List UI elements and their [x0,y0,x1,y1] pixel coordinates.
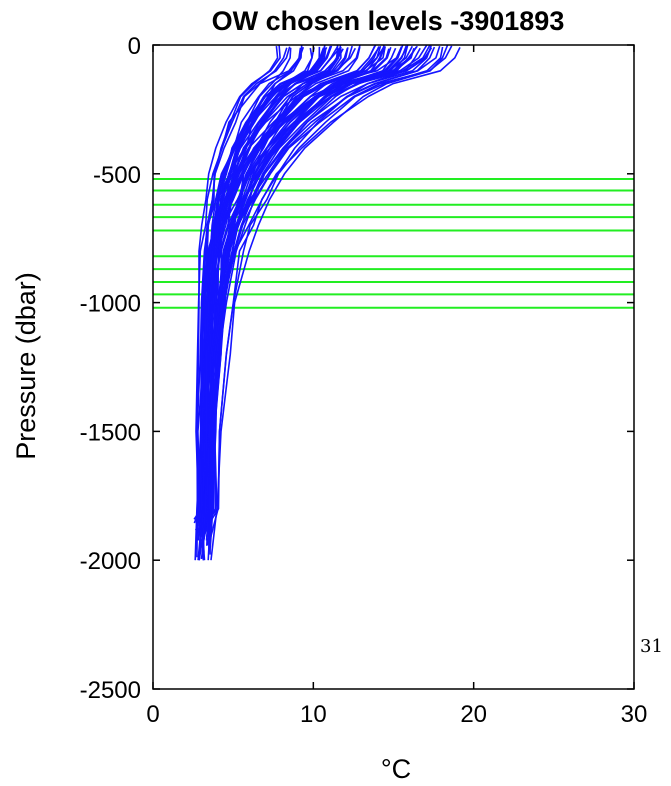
temperature-profile [211,46,444,520]
x-tick-label: 20 [460,701,487,728]
temperature-profile [195,46,305,550]
x-tick-label: 10 [300,701,327,728]
axes: 0 10 20 30 0 -500 -1000 -1500 -2000 -2500 [80,33,648,728]
x-tick-label: 0 [146,701,159,728]
chart-title: OW chosen levels -3901893 [212,6,565,36]
temperature-profile [196,45,281,558]
side-annotation: 31 [640,636,663,657]
temperature-profile [196,47,461,533]
y-tick-label: -2500 [80,677,141,704]
temperature-profile [199,46,291,523]
x-tick-label: 30 [621,701,648,728]
y-tick-label: -1000 [80,291,141,318]
temperature-profile [201,48,340,545]
profiles [193,44,461,561]
y-tick-label: -1500 [80,419,141,446]
y-tick-label: 0 [128,33,141,60]
x-axis-label: °C [381,754,411,784]
temperature-profile [206,44,449,523]
y-tick-label: -500 [93,162,141,189]
temperature-profile [195,47,432,528]
temperature-profile [197,44,377,534]
plot-frame [152,44,635,690]
y-axis-label: Pressure (dbar) [11,272,41,460]
y-tick-label: -2000 [80,548,141,575]
